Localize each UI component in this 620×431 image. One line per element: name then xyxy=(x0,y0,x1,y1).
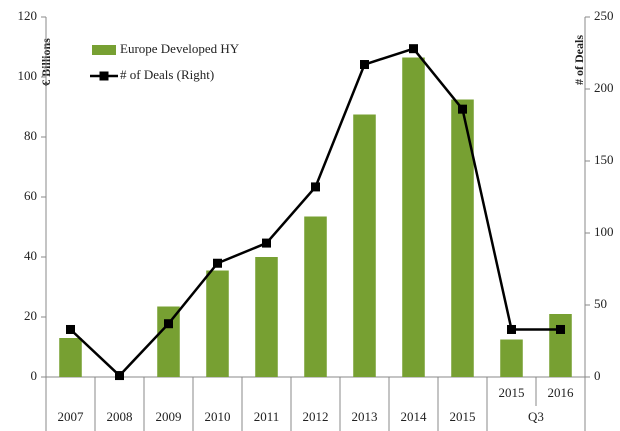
bar xyxy=(157,306,180,377)
marker xyxy=(458,104,467,114)
y2-axis-title: # of Deals xyxy=(572,35,586,85)
bar xyxy=(59,338,82,377)
marker xyxy=(262,238,271,248)
x-tick-label: 2015 xyxy=(499,385,525,400)
y2-tick-label: 50 xyxy=(594,296,607,311)
y2-tick-label: 100 xyxy=(594,224,614,239)
bar xyxy=(206,270,229,377)
marker xyxy=(115,371,124,381)
y-tick-label: 0 xyxy=(31,368,38,383)
x-tick-label: 2007 xyxy=(58,409,85,424)
bar xyxy=(500,339,523,377)
x-group-label: Q3 xyxy=(528,409,544,424)
x-tick-label: 2015 xyxy=(450,409,476,424)
x-tick-label: 2011 xyxy=(254,409,280,424)
marker xyxy=(164,319,173,329)
y-tick-label: 40 xyxy=(24,248,37,263)
legend-swatch xyxy=(99,71,109,81)
y2-tick-label: 0 xyxy=(594,368,601,383)
y2-tick-label: 250 xyxy=(594,8,614,23)
y-tick-label: 20 xyxy=(24,308,37,323)
legend-label: # of Deals (Right) xyxy=(120,67,214,82)
bar xyxy=(402,57,425,377)
legend-label: Europe Developed HY xyxy=(120,41,240,56)
marker xyxy=(507,324,516,334)
marker xyxy=(66,324,75,334)
x-tick-label: 2010 xyxy=(205,409,231,424)
y-tick-label: 60 xyxy=(24,188,37,203)
y2-tick-label: 200 xyxy=(594,80,614,95)
bar xyxy=(255,257,278,377)
bar xyxy=(304,216,327,377)
y-tick-label: 100 xyxy=(18,68,38,83)
marker xyxy=(311,182,320,192)
marker xyxy=(556,324,565,334)
bar xyxy=(451,99,474,377)
x-tick-label: 2013 xyxy=(352,409,378,424)
y2-tick-label: 150 xyxy=(594,152,614,167)
bar xyxy=(353,114,376,377)
x-tick-label: 2014 xyxy=(401,409,428,424)
y-tick-label: 120 xyxy=(18,8,38,23)
marker xyxy=(360,60,369,70)
bar xyxy=(549,314,572,377)
x-tick-label: 2009 xyxy=(156,409,182,424)
legend-swatch xyxy=(92,45,116,55)
y-tick-label: 80 xyxy=(24,128,37,143)
marker xyxy=(213,258,222,268)
x-tick-label: 2008 xyxy=(107,409,133,424)
marker xyxy=(409,44,418,54)
x-tick-label: 2012 xyxy=(303,409,329,424)
x-tick-label: 2016 xyxy=(548,385,575,400)
